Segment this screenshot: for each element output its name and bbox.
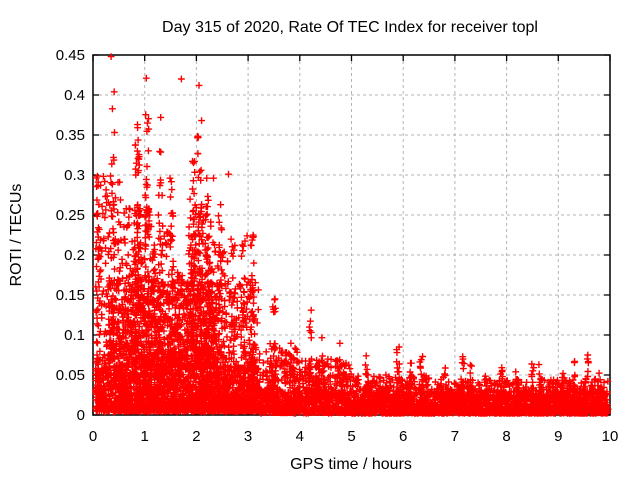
x-tick-label: 0 — [89, 428, 97, 445]
y-tick-label: 0.3 — [64, 167, 85, 184]
x-tick-label: 10 — [602, 428, 619, 445]
y-tick-label: 0.2 — [64, 247, 85, 264]
y-tick-label: 0.4 — [64, 87, 85, 104]
x-tick-label: 5 — [347, 428, 355, 445]
x-tick-label: 4 — [296, 428, 304, 445]
y-tick-labels: 0 0.05 0.1 0.15 0.2 0.25 0.3 0.35 0.4 0.45 — [56, 47, 85, 424]
y-tick-label: 0.15 — [56, 287, 85, 304]
x-axis-label: GPS time / hours — [290, 456, 412, 473]
x-tick-label: 3 — [244, 428, 252, 445]
scatter-points — [92, 53, 612, 417]
chart-title: Day 315 of 2020, Rate Of TEC Index for r… — [162, 19, 538, 36]
x-tick-label: 9 — [554, 428, 562, 445]
roti-plus-markers — [92, 53, 612, 417]
x-tick-labels: 0 1 2 3 4 5 6 7 8 9 10 — [89, 428, 619, 445]
x-tick-label: 7 — [451, 428, 459, 445]
y-tick-label: 0.1 — [64, 327, 85, 344]
x-tick-label: 2 — [192, 428, 200, 445]
x-tick-label: 6 — [399, 428, 407, 445]
y-axis-label: ROTI / TECUs — [8, 184, 25, 287]
y-tick-label: 0.05 — [56, 367, 85, 384]
y-tick-label: 0.45 — [56, 47, 85, 64]
y-tick-label: 0 — [77, 407, 85, 424]
y-tick-label: 0.25 — [56, 207, 85, 224]
x-tick-label: 8 — [502, 428, 510, 445]
y-tick-label: 0.35 — [56, 127, 85, 144]
x-tick-label: 1 — [141, 428, 149, 445]
